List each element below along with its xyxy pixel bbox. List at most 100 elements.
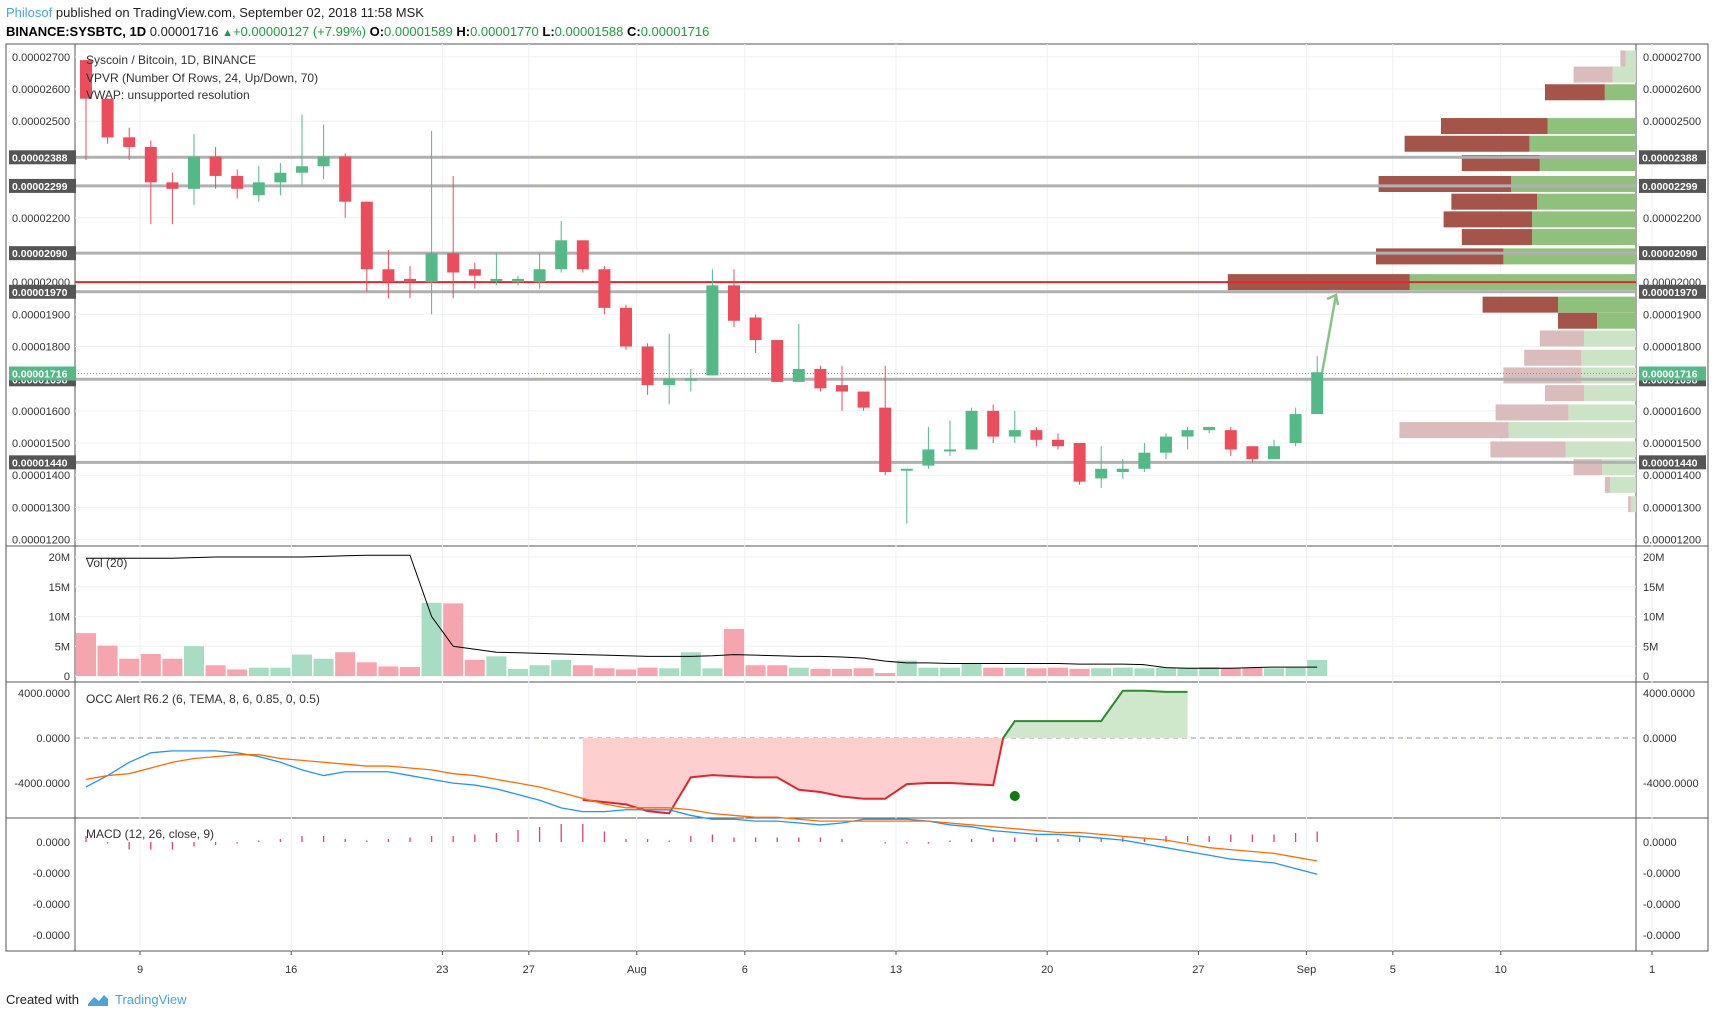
close-value: 0.00001716 bbox=[640, 24, 710, 39]
level-tag-left bbox=[9, 284, 76, 299]
candle-body bbox=[317, 156, 330, 167]
vpvr-down-bar bbox=[1558, 312, 1597, 329]
volume-bar bbox=[983, 667, 1004, 676]
candle-body bbox=[814, 369, 827, 389]
change-value: +0.00000127 (+7.99%) bbox=[232, 24, 366, 39]
price-tick-left: 0.00001400 bbox=[12, 470, 70, 482]
candle-body bbox=[684, 378, 697, 381]
candle-body bbox=[1008, 430, 1021, 437]
macd-legend: MACD (12, 26, close, 9) bbox=[86, 827, 214, 841]
candle-body bbox=[490, 278, 503, 281]
volume-tick-left: 0 bbox=[64, 671, 70, 683]
candle-body bbox=[922, 449, 935, 466]
candle-body bbox=[1095, 468, 1108, 479]
candle-body bbox=[1268, 446, 1280, 460]
vpvr-down-bar bbox=[1376, 248, 1504, 265]
tradingview-brand[interactable]: TradingView bbox=[114, 992, 187, 1007]
vpvr-up-bar bbox=[1539, 155, 1636, 172]
current-price-tag-right bbox=[1639, 366, 1706, 381]
occ-signal-dot bbox=[1009, 791, 1020, 801]
ohlc-line: BINANCE:SYSBTC, 1D 0.00001716 ▲+0.000001… bbox=[6, 22, 709, 43]
macd-tick-left: -0.0000 bbox=[33, 899, 70, 911]
macd-tick-right: -0.0000 bbox=[1643, 930, 1680, 942]
volume-bar bbox=[205, 665, 226, 676]
current-price-label-left: 0.00001716 bbox=[12, 369, 68, 381]
volume-bar bbox=[724, 628, 744, 676]
price-tick-right: 0.00002500 bbox=[1643, 116, 1701, 128]
arrow-annotation bbox=[1320, 294, 1338, 373]
volume-bar bbox=[335, 652, 356, 676]
price-tick-right: 0.00001400 bbox=[1643, 470, 1701, 482]
author-link[interactable]: Philosof bbox=[6, 5, 53, 20]
level-tag-left bbox=[9, 246, 76, 261]
volume-bar bbox=[572, 665, 593, 676]
level-tag-right bbox=[1639, 455, 1706, 470]
price-tick-left: 0.00002700 bbox=[12, 52, 70, 64]
candle-body bbox=[1030, 430, 1043, 440]
volume-bar bbox=[76, 633, 96, 676]
volume-bar bbox=[659, 668, 680, 676]
candle-body bbox=[987, 410, 1000, 437]
price-tick-right: 0.00001200 bbox=[1643, 535, 1701, 547]
volume-bar bbox=[486, 656, 507, 676]
candle-body bbox=[1160, 436, 1172, 453]
price-tick-right: 0.00001600 bbox=[1643, 406, 1701, 418]
candle-body bbox=[1311, 372, 1324, 415]
vpvr-up-bar bbox=[1584, 385, 1636, 402]
occ-tick-left: 0.0000 bbox=[36, 733, 70, 745]
occ-tick-left: 4000.0000 bbox=[18, 688, 70, 700]
vpvr-down-bar bbox=[1604, 476, 1610, 493]
volume-bar bbox=[270, 667, 291, 676]
volume-bar bbox=[1156, 667, 1176, 676]
vpvr-up-bar bbox=[1529, 135, 1636, 152]
candle-body bbox=[468, 269, 481, 276]
level-tag-right bbox=[1639, 150, 1706, 165]
volume-bar bbox=[1091, 668, 1112, 676]
candle-body bbox=[879, 407, 892, 472]
candle-body bbox=[792, 369, 805, 382]
volume-bar bbox=[421, 602, 442, 676]
volume-bar bbox=[810, 668, 831, 676]
candle-body bbox=[144, 146, 157, 183]
price-chart[interactable]: 9 16 23 27 Aug 6 13 20 27 Sep 5 10 1 0.00002700 0.0000… bbox=[0, 0, 1713, 985]
x-tick-label: Sep bbox=[1297, 964, 1317, 976]
candle-body bbox=[274, 172, 287, 183]
vpvr-down-bar bbox=[1378, 175, 1512, 192]
vpvr-down-bar bbox=[1545, 84, 1605, 101]
volume-bar bbox=[918, 667, 939, 676]
candle-body bbox=[166, 182, 179, 189]
x-tick-label: 13 bbox=[890, 964, 902, 976]
price-tick-left: 0.00001900 bbox=[12, 309, 70, 321]
vpvr-up-bar bbox=[1610, 476, 1636, 493]
volume-bar bbox=[1048, 667, 1068, 676]
candle-body bbox=[771, 340, 784, 382]
candle-body bbox=[382, 269, 395, 283]
candle-body bbox=[965, 410, 978, 450]
last-price: 0.00001716 bbox=[149, 24, 219, 39]
level-label-right: 0.00002388 bbox=[1642, 152, 1698, 164]
volume-bar bbox=[508, 668, 528, 676]
candle-body bbox=[728, 285, 740, 321]
footer: Created with TradingView bbox=[6, 992, 187, 1007]
x-tick-label: 16 bbox=[285, 964, 297, 976]
vpvr-down-bar bbox=[1524, 349, 1582, 366]
volume-bar bbox=[184, 646, 204, 676]
candle-body bbox=[641, 346, 654, 386]
vpvr-up-bar bbox=[1558, 296, 1636, 313]
open-value: 0.00001589 bbox=[384, 24, 453, 39]
legend-title: Syscoin / Bitcoin, 1D, BINANCE bbox=[86, 53, 256, 67]
volume-bar bbox=[292, 654, 312, 676]
vpvr-up-bar bbox=[1581, 349, 1636, 366]
volume-bar bbox=[853, 668, 874, 676]
vpvr-up-bar bbox=[1625, 50, 1636, 67]
chart-header: Philosof published on TradingView.com, S… bbox=[6, 3, 709, 43]
level-tag-right bbox=[1639, 178, 1706, 193]
level-label-left: 0.00002299 bbox=[12, 181, 68, 193]
level-label-right: 0.00002090 bbox=[1642, 248, 1698, 260]
level-tag-left bbox=[9, 178, 76, 193]
vpvr-down-bar bbox=[1443, 211, 1532, 228]
volume-bar bbox=[1307, 659, 1328, 676]
price-tick-left: 0.00001800 bbox=[12, 341, 70, 353]
vpvr-up-bar bbox=[1532, 229, 1636, 246]
volume-bar bbox=[788, 667, 809, 676]
